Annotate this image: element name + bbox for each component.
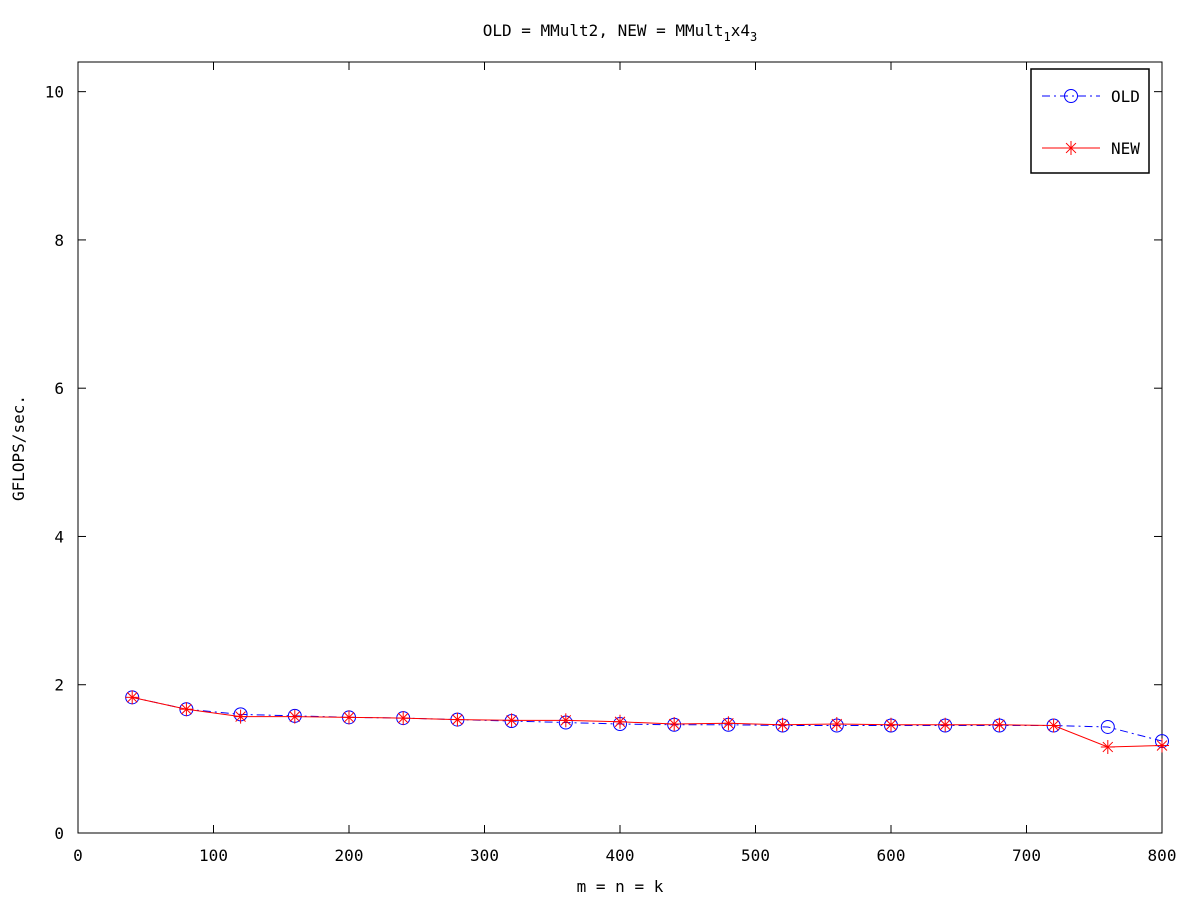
point-new: [884, 717, 898, 732]
legend-entry-old: OLD: [1042, 87, 1140, 106]
point-new: [179, 702, 194, 717]
legend-label-new: NEW: [1111, 139, 1140, 158]
point-new: [613, 714, 627, 729]
legend-entry-new: NEW: [1042, 139, 1140, 158]
x-tick-label: 400: [606, 846, 635, 865]
point-new: [667, 717, 682, 732]
point-new: [1046, 718, 1061, 733]
point-new: [829, 717, 844, 732]
y-tick-label: 2: [54, 676, 64, 695]
x-tick-label: 200: [335, 846, 364, 865]
point-new: [287, 709, 302, 724]
series-new: [125, 690, 1169, 755]
title-main: OLD = MMult2, NEW = MMult: [483, 21, 724, 40]
x-tick-label: 600: [877, 846, 906, 865]
title-sub2: 3: [750, 30, 757, 44]
y-tick-label: 0: [54, 824, 64, 843]
point-new: [396, 711, 411, 726]
x-axis-label: m = n = k: [577, 877, 664, 896]
point-new: [1155, 738, 1169, 753]
y-tick-label: 10: [45, 83, 64, 102]
y-tick-label: 6: [54, 379, 64, 398]
point-new: [775, 717, 790, 732]
point-new: [558, 713, 573, 728]
x-tick-label: 0: [73, 846, 83, 865]
point-old: [1100, 719, 1115, 734]
x-tick-label: 700: [1012, 846, 1041, 865]
x-tick-label: 300: [470, 846, 499, 865]
point-new: [125, 690, 140, 705]
point-new: [450, 712, 465, 727]
series-line-new: [132, 696, 1163, 748]
legend-marker-old: [1064, 89, 1078, 103]
series-old: [125, 690, 1169, 749]
point-new: [342, 710, 356, 725]
x-tick-label: 100: [199, 846, 228, 865]
title-sub1: 1: [724, 30, 731, 44]
y-tick-label: 8: [54, 231, 64, 250]
y-axis: 0 2 4 6 8 10: [45, 83, 1162, 843]
point-new: [1100, 740, 1115, 755]
y-axis-label: GFLOPS/sec.: [9, 395, 28, 501]
point-new: [233, 709, 248, 724]
point-new: [992, 717, 1007, 732]
legend-box: [1030, 68, 1150, 174]
x-tick-label: 500: [741, 846, 770, 865]
title-mid: x4: [731, 21, 750, 40]
x-tick-label: 800: [1148, 846, 1177, 865]
point-new: [938, 717, 953, 732]
series-layer: [125, 690, 1169, 755]
point-new: [504, 713, 519, 728]
x-axis: 0 100 200 300 400 500 600 700 800: [73, 62, 1176, 865]
legend-marker-new: [1064, 141, 1078, 155]
legend: OLD NEW: [1030, 68, 1150, 174]
legend-label-old: OLD: [1111, 87, 1140, 106]
y-tick-label: 4: [54, 527, 64, 546]
chart-title: OLD = MMult2, NEW = MMult1x43: [483, 21, 758, 44]
point-new: [721, 716, 736, 731]
series-line-old: [132, 696, 1163, 742]
